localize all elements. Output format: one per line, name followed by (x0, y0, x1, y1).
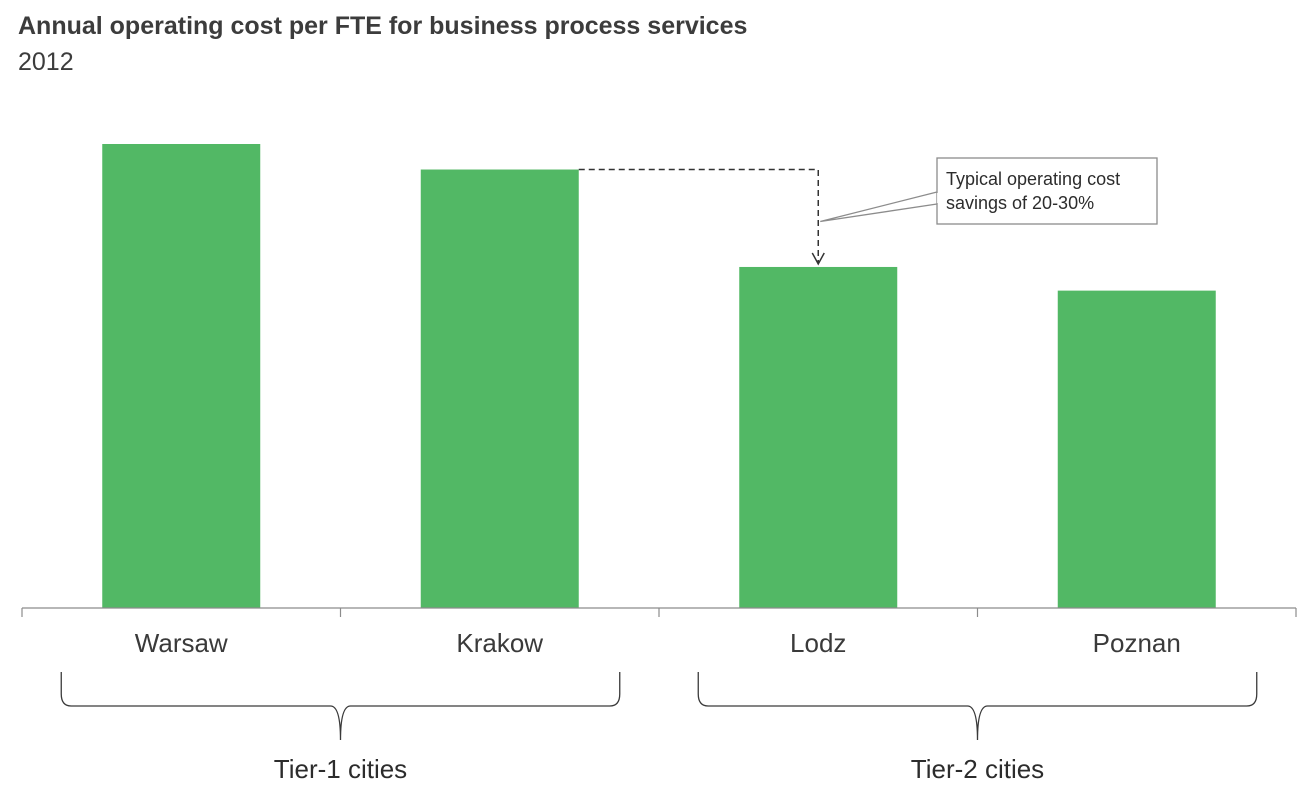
chart-title: Annual operating cost per FTE for busine… (18, 12, 748, 40)
bar-warsaw (102, 144, 261, 608)
bar-lodz (739, 266, 898, 608)
callout-pointer (820, 191, 938, 223)
savings-arrow-head (811, 252, 825, 266)
group-brace (697, 672, 1258, 741)
bar-poznan (1057, 290, 1216, 608)
group-label: Tier-2 cities (911, 754, 1044, 784)
category-labels: Warsaw Krakow Lodz Poznan (135, 628, 1181, 658)
chart-subtitle: 2012 (18, 48, 74, 76)
group-braces: Tier-1 cities Tier-2 cities (60, 672, 1258, 784)
category-label-lodz: Lodz (790, 628, 846, 658)
category-label-poznan: Poznan (1093, 628, 1181, 658)
category-label-krakow: Krakow (456, 628, 543, 658)
callout-text-line: Typical operating cost (946, 169, 1120, 189)
category-label-warsaw: Warsaw (135, 628, 228, 658)
callout-box (936, 157, 1158, 225)
group-brace (60, 672, 621, 741)
savings-arrow-line (578, 168, 819, 263)
x-axis (21, 607, 1297, 617)
group-label: Tier-1 cities (274, 754, 407, 784)
bars-group (102, 144, 1216, 608)
callout-text-line: savings of 20-30% (946, 193, 1094, 213)
savings-annotation: Typical operating cost savings of 20-30% (578, 157, 1158, 266)
bar-krakow (420, 169, 579, 608)
